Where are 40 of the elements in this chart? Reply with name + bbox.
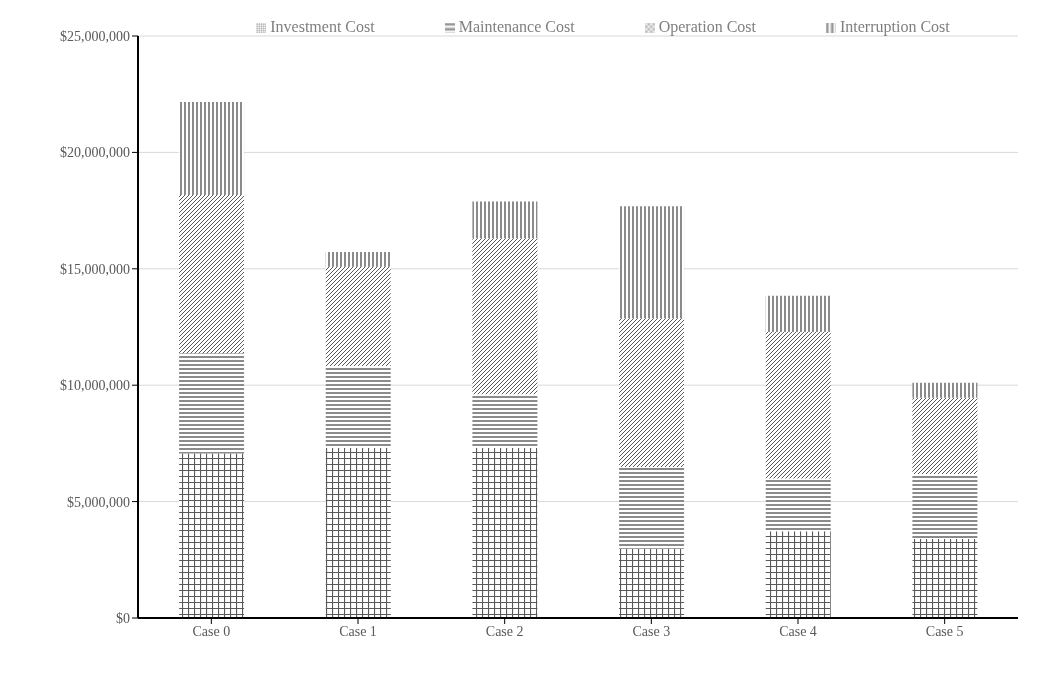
bar [325, 266, 391, 366]
y-tick-label: $10,000,000 [60, 378, 130, 394]
bar [472, 238, 538, 395]
bar [179, 195, 245, 354]
y-tick-label: $20,000,000 [60, 145, 130, 161]
bar [325, 448, 391, 618]
bar [619, 548, 685, 618]
y-tick-label: $0 [116, 610, 130, 626]
bar [472, 394, 538, 449]
bar [325, 252, 391, 267]
legend-label: Operation Cost [658, 18, 756, 35]
bar [765, 295, 831, 332]
legend-label: Investment Cost [270, 18, 375, 35]
x-tick-label: Case 3 [632, 623, 671, 639]
legend-label: Interruption Cost [839, 18, 950, 35]
bar [765, 331, 831, 479]
x-tick-label: Case 1 [339, 623, 377, 639]
bar [912, 397, 978, 474]
legend-label: Maintenance Cost [458, 18, 575, 35]
y-tick-label: $5,000,000 [67, 494, 130, 510]
y-tick-label: $25,000,000 [60, 28, 130, 44]
bar [912, 539, 978, 618]
x-tick-label: Case 5 [925, 623, 964, 639]
bar [619, 206, 685, 319]
bar [912, 382, 978, 398]
y-tick-label: $15,000,000 [60, 261, 130, 277]
x-tick-label: Case 0 [192, 623, 231, 639]
bar [472, 448, 538, 618]
x-tick-label: Case 2 [485, 623, 524, 639]
bar [619, 466, 685, 549]
x-tick-label: Case 4 [779, 623, 817, 639]
bar [765, 531, 831, 618]
bar [179, 353, 245, 454]
bar [325, 365, 391, 449]
bar [179, 453, 245, 618]
bar [912, 473, 978, 540]
bar [765, 478, 831, 532]
bar [179, 101, 245, 195]
bar [619, 318, 685, 467]
bar [472, 201, 538, 239]
